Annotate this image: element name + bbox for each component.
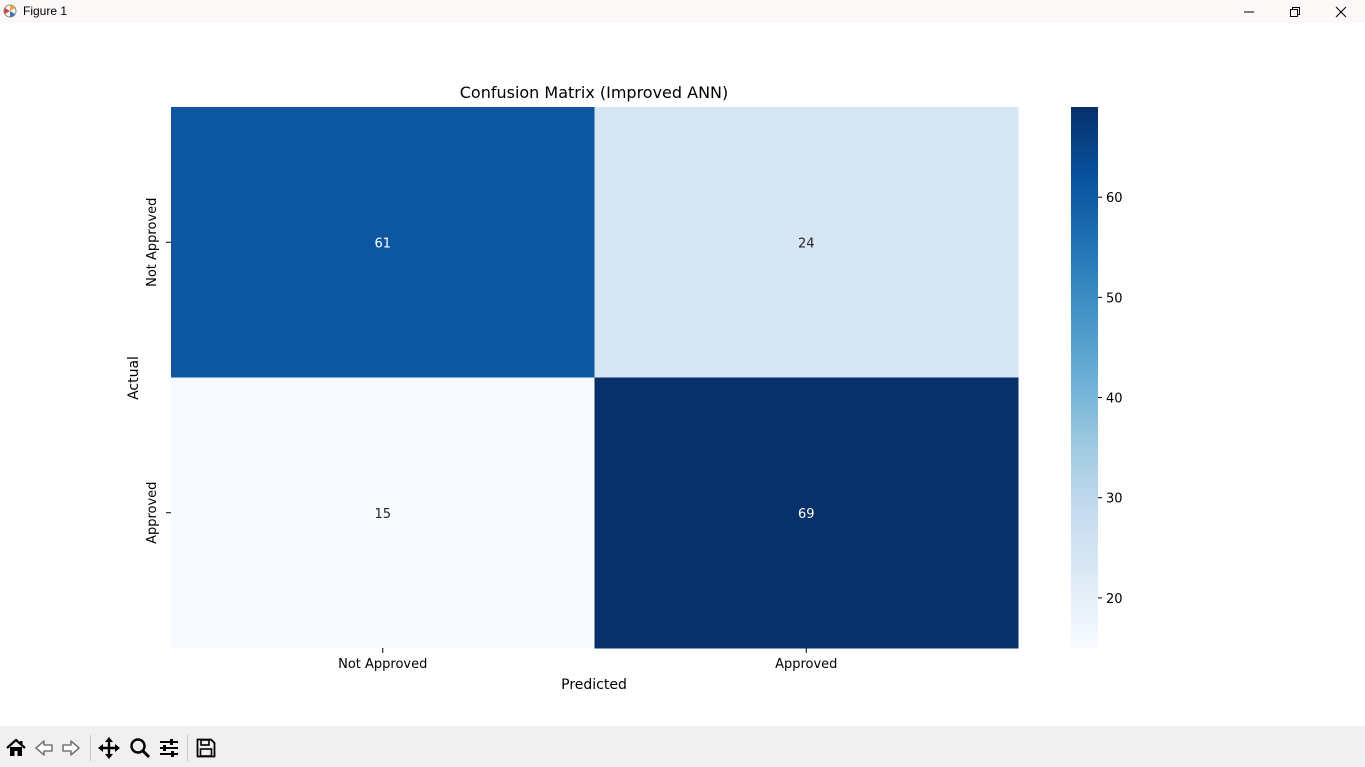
save-icon bbox=[196, 738, 216, 758]
navigation-toolbar bbox=[0, 726, 1365, 767]
figure-canvas[interactable]: Confusion Matrix (Improved ANN) 61 24 15 69… bbox=[0, 23, 1365, 726]
home-button[interactable] bbox=[4, 736, 28, 760]
colorbar bbox=[1071, 107, 1098, 648]
colorbar-tick-label: 20 bbox=[1106, 592, 1123, 607]
heatmap-cell bbox=[171, 107, 595, 378]
window-titlebar: Figure 1 bbox=[0, 0, 1365, 23]
configure-subplots-button[interactable] bbox=[157, 736, 181, 760]
cell-value-label: 15 bbox=[374, 507, 391, 522]
heatmap-cell bbox=[594, 377, 1019, 649]
colorbar-tick-label: 40 bbox=[1106, 392, 1123, 407]
window-title: Figure 1 bbox=[23, 4, 68, 18]
zoom-icon bbox=[130, 738, 151, 759]
pan-button[interactable] bbox=[97, 736, 121, 760]
restore-button[interactable] bbox=[1272, 0, 1318, 23]
forward-button[interactable] bbox=[59, 736, 83, 760]
minimize-button[interactable] bbox=[1226, 0, 1272, 23]
x-axis-label: Predicted bbox=[561, 677, 627, 693]
restore-icon bbox=[1290, 6, 1300, 17]
heatmap-cell bbox=[594, 107, 1019, 378]
y-axis-label: Actual bbox=[126, 356, 142, 400]
close-button[interactable] bbox=[1318, 0, 1364, 23]
save-button[interactable] bbox=[194, 736, 218, 760]
configure-subplots-icon bbox=[160, 739, 178, 757]
y-tick-label: Not Approved bbox=[145, 198, 160, 287]
chart-title: Confusion Matrix (Improved ANN) bbox=[460, 83, 729, 102]
matplotlib-app-icon bbox=[3, 4, 17, 18]
colorbar-tick-label: 60 bbox=[1106, 191, 1123, 206]
colorbar-tick-label: 50 bbox=[1106, 291, 1123, 306]
home-icon bbox=[6, 738, 26, 756]
confusion-matrix-chart: Confusion Matrix (Improved ANN) 61 24 15 69… bbox=[126, 83, 1123, 693]
pan-icon bbox=[98, 737, 120, 759]
toolbar-separator bbox=[90, 735, 91, 761]
toolbar-separator bbox=[187, 735, 188, 761]
forward-arrow-icon bbox=[62, 740, 80, 756]
cell-value-label: 24 bbox=[798, 236, 815, 251]
back-button[interactable] bbox=[32, 736, 56, 760]
x-tick-label: Approved bbox=[775, 657, 837, 672]
y-tick-label: Approved bbox=[145, 482, 160, 544]
cell-value-label: 61 bbox=[374, 236, 391, 251]
heatmap-cell bbox=[171, 377, 595, 649]
zoom-button[interactable] bbox=[128, 736, 152, 760]
minimize-icon bbox=[1244, 11, 1254, 12]
cell-value-label: 69 bbox=[798, 507, 815, 522]
close-icon bbox=[1335, 6, 1347, 17]
x-tick-label: Not Approved bbox=[338, 657, 427, 672]
back-arrow-icon bbox=[35, 740, 53, 756]
colorbar-tick-label: 30 bbox=[1106, 492, 1123, 507]
